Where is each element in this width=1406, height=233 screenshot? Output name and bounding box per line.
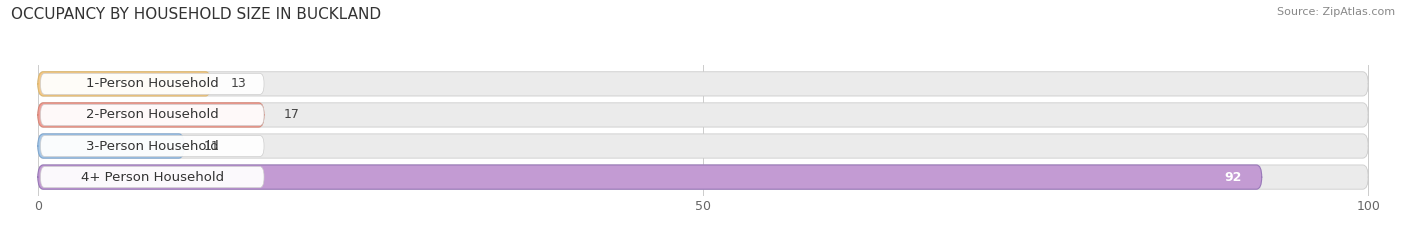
FancyBboxPatch shape: [38, 134, 1368, 158]
FancyBboxPatch shape: [38, 72, 211, 96]
FancyBboxPatch shape: [38, 165, 1368, 189]
FancyBboxPatch shape: [38, 165, 1261, 189]
FancyBboxPatch shape: [38, 72, 1368, 96]
Text: 3-Person Household: 3-Person Household: [86, 140, 219, 153]
FancyBboxPatch shape: [41, 73, 264, 94]
FancyBboxPatch shape: [41, 167, 264, 188]
Text: 13: 13: [231, 77, 246, 90]
Text: 1-Person Household: 1-Person Household: [86, 77, 219, 90]
Text: Source: ZipAtlas.com: Source: ZipAtlas.com: [1277, 7, 1395, 17]
Text: 2-Person Household: 2-Person Household: [86, 108, 219, 121]
Text: 4+ Person Household: 4+ Person Household: [80, 171, 224, 184]
FancyBboxPatch shape: [41, 135, 264, 157]
FancyBboxPatch shape: [41, 104, 264, 126]
FancyBboxPatch shape: [38, 134, 184, 158]
Text: 11: 11: [204, 140, 219, 153]
FancyBboxPatch shape: [38, 103, 264, 127]
Text: 17: 17: [284, 108, 299, 121]
FancyBboxPatch shape: [38, 103, 1368, 127]
Text: 92: 92: [1225, 171, 1241, 184]
Text: OCCUPANCY BY HOUSEHOLD SIZE IN BUCKLAND: OCCUPANCY BY HOUSEHOLD SIZE IN BUCKLAND: [11, 7, 381, 22]
